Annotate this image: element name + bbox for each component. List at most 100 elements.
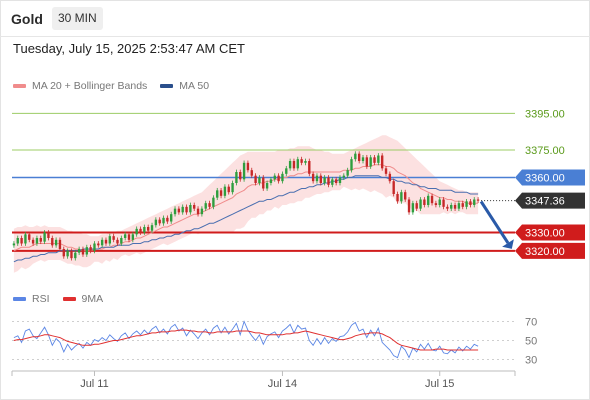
candle-body [139, 228, 142, 233]
candle-body [208, 203, 211, 207]
candle-body [461, 203, 464, 207]
candle-body [200, 208, 204, 215]
candle-body [123, 234, 127, 238]
candle-body [281, 173, 284, 182]
candle-body [419, 199, 422, 209]
rsi-ma-line [13, 329, 479, 351]
level-label-box [515, 192, 585, 209]
candle-body [365, 157, 369, 167]
candle-body [31, 239, 35, 244]
candle-body [315, 175, 319, 182]
price-legend: MA 20 + Bollinger Bands MA 50 [13, 80, 222, 92]
candle-body [450, 205, 453, 209]
candle-body [254, 175, 257, 183]
candle-body [300, 159, 303, 163]
candle-body [89, 247, 92, 251]
candle-body [427, 195, 430, 205]
rsi-tick-label: 50 [525, 336, 537, 348]
candle-body [28, 234, 31, 240]
level-label-box [515, 242, 585, 259]
candle-body [154, 219, 158, 226]
candle-body [377, 155, 380, 163]
level-label: 3360.00 [525, 173, 565, 185]
instrument-title: Gold [11, 11, 43, 27]
candle-body [70, 250, 73, 259]
candle-body [442, 199, 445, 207]
candle-body [185, 206, 188, 213]
candle-body [308, 161, 311, 174]
candle-body [62, 249, 65, 257]
candle-body [100, 239, 104, 246]
forecast-arrow-head [502, 239, 514, 249]
candle-body [120, 238, 123, 244]
candle-body [242, 162, 246, 180]
level-label: 3320.00 [525, 246, 565, 258]
candle-body [181, 206, 184, 213]
candle-body [170, 214, 173, 222]
candle-body [16, 238, 19, 244]
legend-rsi-ma: 9MA [62, 293, 104, 305]
legend-rsi: RSI [13, 293, 50, 305]
rsi-tick-label: 70 [525, 317, 537, 329]
candle-body [246, 162, 250, 171]
candle-body [93, 243, 96, 251]
candle-body [296, 159, 299, 169]
candle-body [334, 179, 338, 183]
level-label: 3375.00 [525, 145, 565, 157]
legend-ma50-swatch [160, 84, 174, 88]
candle-body [392, 181, 395, 194]
candle-body [396, 194, 399, 202]
candle-body [43, 232, 46, 242]
candle-body [193, 205, 196, 209]
candle-body [265, 183, 269, 189]
legend-rsi-ma-label: 9MA [81, 293, 104, 305]
candle-body [150, 225, 154, 231]
candle-body [189, 205, 192, 213]
candle-body [384, 168, 388, 174]
candle-body [97, 243, 100, 246]
candle-body [66, 250, 69, 257]
candle-body [81, 249, 85, 255]
candle-body [273, 175, 276, 180]
candle-body [354, 153, 357, 160]
candle-body [77, 249, 81, 253]
candle-body [47, 232, 50, 238]
forecast-arrow-shaft [479, 200, 510, 244]
candle-body [338, 177, 342, 183]
level-label: 3330.00 [525, 228, 565, 240]
candle-body [104, 239, 108, 244]
x-axis-label: Jul 14 [268, 378, 297, 390]
candle-body [476, 199, 480, 201]
timeframe-button[interactable]: 30 MIN [52, 7, 103, 30]
candle-body [204, 203, 207, 209]
candle-body [438, 199, 441, 205]
legend-ma50: MA 50 [160, 80, 209, 92]
candle-body [380, 155, 384, 169]
candle-body [112, 236, 115, 240]
x-axis-label: Jul 11 [80, 378, 109, 390]
candle-body [423, 199, 426, 205]
candle-body [446, 206, 449, 209]
x-axis-label: Jul 15 [425, 378, 454, 390]
candle-body [177, 208, 181, 213]
candle-body [357, 153, 361, 161]
candle-body [304, 161, 307, 163]
candle-body [250, 170, 253, 176]
candle-body [39, 238, 42, 242]
level-label: 3395.00 [525, 108, 565, 120]
candle-body [58, 239, 62, 249]
legend-ma20: MA 20 + Bollinger Bands [13, 80, 147, 92]
candle-body [457, 203, 461, 209]
candle-body [239, 172, 242, 180]
candle-body [216, 190, 219, 198]
candle-body [231, 183, 234, 193]
rsi-legend: RSI 9MA [13, 293, 116, 305]
candle-body [331, 179, 334, 185]
candle-body [166, 217, 169, 222]
chart-timestamp: Tuesday, July 15, 2025 2:53:47 AM CET [13, 41, 245, 56]
candle-body [223, 186, 227, 196]
candle-body [51, 238, 54, 246]
candle-body [407, 199, 411, 213]
candle-body [269, 179, 273, 183]
